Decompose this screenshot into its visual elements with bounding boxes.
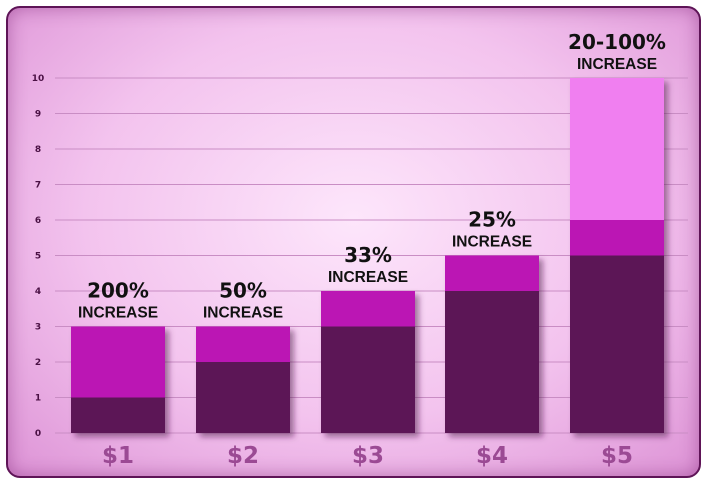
bar-segment-increase — [321, 291, 415, 327]
bar-segment-upper-range — [570, 78, 664, 220]
x-category-label: $4 — [476, 443, 508, 469]
y-tick-label: 0 — [35, 429, 41, 439]
bar-segment-base — [445, 291, 539, 433]
annotation-percent: 50% — [219, 279, 267, 303]
annotation-label: INCREASE — [328, 269, 408, 286]
y-axis: 0 1 2 3 4 5 6 7 8 9 10 — [32, 74, 45, 439]
annotations: 200% INCREASE 50% INCREASE 33% INCREASE 25% INC… — [78, 30, 666, 322]
bar-stack — [196, 326, 290, 433]
x-category-label: $3 — [352, 443, 384, 469]
x-category-label: $2 — [227, 443, 259, 469]
y-tick-label: 1 — [35, 394, 41, 404]
y-tick-label: 5 — [35, 252, 41, 262]
y-tick-label: 4 — [35, 287, 41, 297]
y-tick-label: 8 — [35, 145, 41, 155]
bar-segment-increase — [196, 326, 290, 362]
bar-segment-increase — [570, 220, 664, 256]
bars — [71, 78, 664, 433]
x-category-label: $5 — [601, 443, 633, 469]
annotation-label: INCREASE — [203, 305, 283, 322]
bar-segment-base — [71, 397, 165, 433]
bar-segment-base — [196, 362, 290, 433]
y-tick-label: 2 — [35, 358, 41, 368]
annotation-percent: 25% — [468, 208, 516, 232]
y-tick-label: 6 — [35, 216, 41, 226]
bar-stack — [445, 255, 539, 433]
annotation-percent: 33% — [344, 243, 392, 267]
x-category-label: $1 — [102, 443, 134, 469]
bar-stack — [570, 78, 664, 433]
annotation-percent: 200% — [87, 279, 149, 303]
chart-frame: 0 1 2 3 4 5 6 7 8 9 10 200% INCREASE 50% INCREASE 33% I… — [6, 6, 701, 478]
bar-segment-increase — [71, 326, 165, 398]
x-axis: $1 $2 $3 $4 $5 — [102, 443, 633, 469]
bar-segment-base — [570, 255, 664, 433]
bar-segment-base — [321, 326, 415, 433]
bar-stack — [321, 291, 415, 433]
y-tick-label: 3 — [35, 323, 41, 333]
bar-chart: 0 1 2 3 4 5 6 7 8 9 10 200% INCREASE 50% INCREASE 33% I… — [32, 30, 688, 469]
annotation-percent: 20-100% — [568, 30, 666, 54]
bar-stack — [71, 326, 165, 433]
annotation-label: INCREASE — [577, 56, 657, 73]
y-tick-label: 7 — [35, 181, 41, 191]
annotation-label: INCREASE — [452, 234, 532, 251]
bar-segment-increase — [445, 255, 539, 291]
y-tick-label: 10 — [32, 74, 45, 84]
annotation-label: INCREASE — [78, 305, 158, 322]
y-tick-label: 9 — [35, 110, 41, 120]
